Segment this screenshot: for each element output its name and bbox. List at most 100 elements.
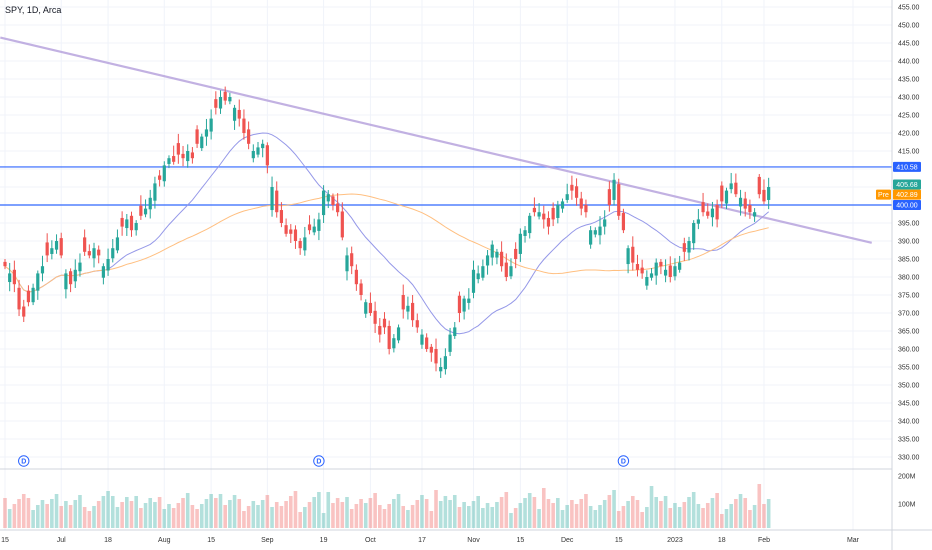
volume-bar bbox=[518, 503, 523, 528]
volume-bar bbox=[527, 493, 532, 528]
volume-bar bbox=[720, 514, 724, 528]
volume-bar bbox=[659, 501, 663, 528]
candle bbox=[687, 241, 691, 253]
volume-bar bbox=[17, 499, 21, 528]
candle bbox=[265, 145, 269, 166]
candle bbox=[307, 224, 312, 231]
candle bbox=[462, 298, 466, 312]
volume-bar bbox=[481, 508, 485, 528]
candle bbox=[668, 265, 672, 277]
volume-bar bbox=[106, 491, 110, 528]
candle bbox=[364, 302, 368, 314]
candle bbox=[8, 273, 12, 283]
volume-bar bbox=[626, 501, 630, 528]
candle bbox=[64, 273, 68, 290]
candle bbox=[40, 266, 45, 274]
volume-bar bbox=[748, 510, 752, 528]
candle bbox=[617, 184, 621, 216]
candle bbox=[392, 338, 396, 349]
candle bbox=[120, 217, 124, 227]
volume-bar bbox=[54, 494, 59, 528]
x-tick-label: 15 bbox=[516, 537, 524, 544]
dividend-label: D bbox=[316, 459, 321, 466]
candle bbox=[635, 264, 640, 270]
volume-bar bbox=[157, 497, 162, 528]
volume-bar bbox=[214, 498, 218, 528]
y-tick-label: 425.00 bbox=[898, 113, 920, 120]
volume-bar bbox=[274, 502, 279, 528]
candle bbox=[485, 255, 490, 266]
candle bbox=[50, 248, 54, 254]
y-tick-label: 450.00 bbox=[898, 23, 920, 30]
volume-bar bbox=[12, 504, 17, 528]
volume-bar bbox=[256, 505, 260, 528]
volume-bar bbox=[223, 505, 227, 528]
volume-bar bbox=[199, 504, 204, 528]
volume-bar bbox=[382, 509, 387, 528]
volume-bar bbox=[195, 509, 199, 528]
x-tick-label: 18 bbox=[104, 537, 112, 544]
candle bbox=[195, 129, 199, 144]
candle bbox=[748, 205, 752, 213]
candle bbox=[139, 205, 143, 216]
price-tag-label: 410.58 bbox=[896, 164, 918, 171]
volume-bar bbox=[645, 507, 649, 528]
volume-bar bbox=[232, 495, 237, 528]
dividend-icon bbox=[617, 455, 630, 467]
volume-bar bbox=[349, 509, 354, 528]
candle bbox=[218, 97, 223, 109]
volume-bar bbox=[307, 502, 312, 528]
candle bbox=[612, 179, 616, 200]
candle bbox=[200, 136, 204, 149]
volume-bar bbox=[752, 505, 757, 528]
volume-bar bbox=[368, 498, 373, 528]
candle bbox=[640, 267, 644, 274]
candle bbox=[396, 327, 401, 341]
volume-bar bbox=[724, 509, 729, 528]
candle bbox=[565, 194, 569, 200]
price-tag-label: 405.68 bbox=[896, 182, 918, 189]
volume-bar bbox=[523, 498, 527, 528]
candle bbox=[607, 189, 611, 205]
volume-bar bbox=[153, 502, 157, 528]
candle bbox=[682, 243, 686, 252]
candle bbox=[598, 226, 602, 236]
volume-bar bbox=[190, 505, 195, 528]
x-tick-label: Jul bbox=[57, 537, 66, 544]
candle bbox=[279, 210, 284, 223]
candle bbox=[350, 253, 354, 267]
candle bbox=[190, 152, 194, 159]
volume-bar bbox=[331, 503, 335, 528]
candle bbox=[204, 129, 209, 137]
volume-bar bbox=[434, 490, 438, 528]
volume-bar bbox=[59, 506, 64, 528]
candle bbox=[368, 302, 373, 313]
candle bbox=[214, 99, 218, 108]
volume-bar bbox=[485, 503, 490, 528]
candle bbox=[59, 238, 63, 256]
volume-bar bbox=[303, 507, 307, 528]
volume-bar bbox=[621, 506, 626, 528]
candle bbox=[298, 241, 302, 249]
candle bbox=[546, 217, 551, 227]
candle bbox=[36, 273, 40, 291]
volume-bar bbox=[326, 492, 331, 528]
candle bbox=[26, 290, 31, 303]
volume-bar bbox=[298, 512, 302, 528]
chart-title: SPY, 1D, Arca bbox=[5, 5, 61, 15]
candle bbox=[382, 318, 387, 328]
candle bbox=[129, 215, 134, 231]
candle bbox=[45, 242, 49, 256]
candle bbox=[663, 269, 668, 276]
candle bbox=[284, 225, 288, 234]
candle bbox=[603, 219, 607, 227]
volume-bar bbox=[78, 495, 82, 528]
candle bbox=[167, 158, 171, 164]
volume-bar bbox=[443, 496, 448, 528]
candle bbox=[73, 269, 77, 282]
candle bbox=[696, 219, 700, 224]
volume-bar bbox=[766, 499, 771, 528]
volume-bar bbox=[691, 492, 696, 528]
volume-bar bbox=[565, 505, 569, 528]
candle bbox=[172, 156, 176, 162]
